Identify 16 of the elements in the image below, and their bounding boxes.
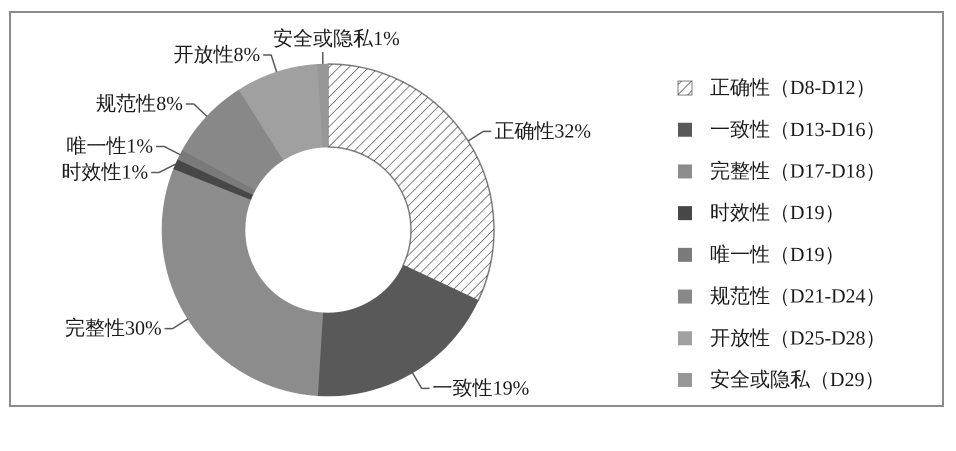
data-label: 一致性19% [432,377,530,400]
legend-label: 时效性（D19） [710,202,844,224]
legend-label: 规范性（D21-D24） [710,286,886,308]
legend-label: 开放性（D25-D28） [710,327,886,350]
data-label: 安全或隐私1% [273,28,400,50]
data-label: 时效性1% [61,161,148,184]
data-label: 开放性8% [173,44,260,66]
legend-label: 安全或隐私（D29） [710,368,884,391]
legend-label: 一致性（D13-D16） [710,118,886,141]
data-label: 唯一性1% [66,135,154,158]
data-label: 完整性30% [64,316,162,340]
data-label: 正确性32% [494,120,592,142]
legend-label: 完整性（D17-D18） [710,159,886,182]
legend-label: 正确性（D8-D12） [710,77,876,100]
data-label: 规范性8% [96,93,183,116]
legend-label: 唯一性（D19） [710,244,844,266]
